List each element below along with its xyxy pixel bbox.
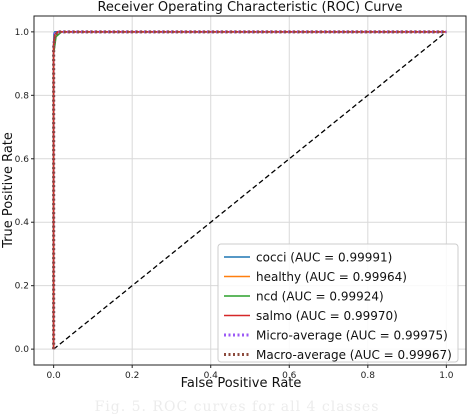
y-tick-label: 1.0 — [15, 28, 30, 38]
series-lines — [52, 30, 447, 350]
y-tick-label: 0.6 — [15, 155, 30, 165]
legend-box — [217, 243, 459, 363]
legend-label-4: Micro-average (AUC = 0.99975) — [256, 329, 448, 343]
x-tick-label: 0.6 — [282, 371, 297, 381]
x-tick-label: 0.8 — [361, 371, 376, 381]
legend-label-5: Macro-average (AUC = 0.99967) — [256, 348, 452, 362]
series-line-4 — [52, 30, 447, 350]
legend-label-3: salmo (AUC = 0.99970) — [256, 309, 398, 323]
x-tick-label: 0.0 — [46, 371, 61, 381]
chart-title: Receiver Operating Characteristic (ROC) … — [97, 0, 402, 15]
y-tick-label: 0.0 — [15, 345, 30, 355]
y-tick-label: 0.2 — [15, 282, 29, 292]
x-tick-label: 0.4 — [204, 371, 219, 381]
legend-label-2: ncd (AUC = 0.99924) — [256, 290, 384, 304]
x-axis-label: False Positive Rate — [181, 376, 302, 391]
plot-frame — [33, 15, 467, 366]
legend-label-1: healthy (AUC = 0.99964) — [256, 270, 407, 284]
x-tick-label: 0.2 — [125, 371, 139, 381]
y-axis-label: True Positive Rate — [1, 132, 16, 249]
chance-diagonal-line — [53, 31, 447, 350]
y-tick-label: 0.4 — [15, 218, 30, 228]
x-tick-label: 1.0 — [439, 371, 454, 381]
y-tick-label: 0.8 — [15, 91, 30, 101]
figure-caption: Fig. 5. ROC curves for all 4 classes — [94, 399, 380, 415]
axis-ticks: 0.0 0.2 0.4 0.6 0.8 1.0 0.0 0.2 0.4 0.6 0.8 1.0 — [15, 28, 454, 381]
legend: cocci (AUC = 0.99991) healthy (AUC = 0.99… — [217, 243, 459, 363]
legend-label-0: cocci (AUC = 0.99991) — [256, 251, 392, 265]
